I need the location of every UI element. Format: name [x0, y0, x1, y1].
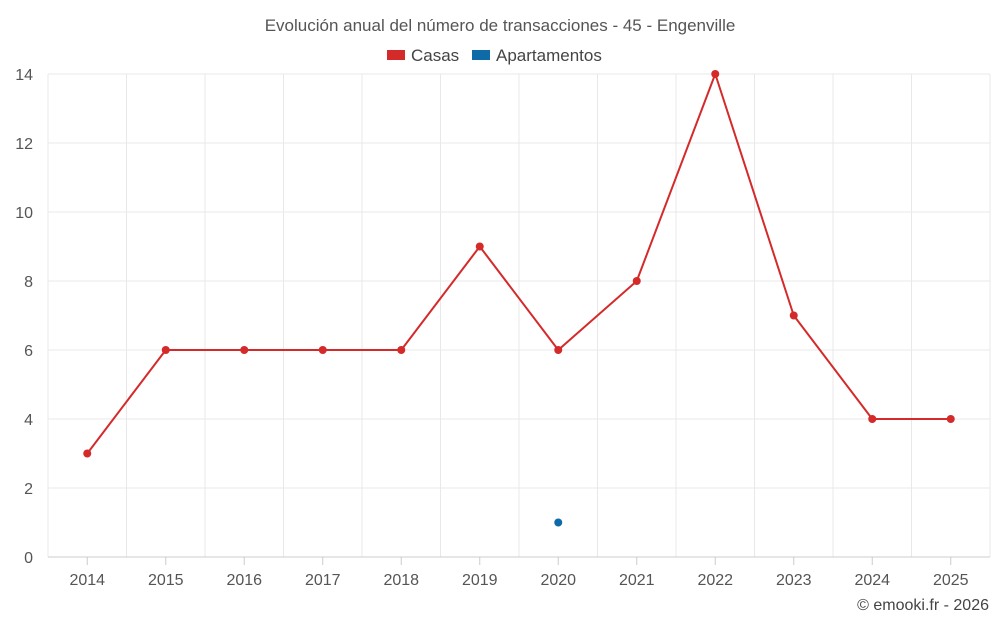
y-tick-label: 4 — [24, 412, 33, 429]
x-tick-label: 2024 — [854, 572, 890, 589]
y-tick-label: 2 — [24, 481, 33, 498]
x-tick-label: 2016 — [226, 572, 262, 589]
data-point-casas-2015[interactable] — [161, 346, 170, 354]
legend-item-apartamentos[interactable]: Apartamentos — [472, 46, 602, 65]
data-point-casas-2021[interactable] — [632, 277, 641, 285]
legend-swatch-apartamentos — [472, 50, 490, 60]
x-tick-label: 2015 — [148, 572, 184, 589]
series-casas — [83, 70, 955, 458]
data-point-casas-2018[interactable] — [397, 346, 406, 354]
data-point-casas-2016[interactable] — [240, 346, 249, 354]
data-point-casas-2020[interactable] — [554, 346, 563, 354]
y-tick-label: 8 — [24, 274, 33, 291]
x-tick-label: 2018 — [383, 572, 419, 589]
series-apartamentos — [554, 518, 563, 527]
x-tick-label: 2023 — [776, 572, 812, 589]
data-point-casas-2014[interactable] — [83, 449, 92, 458]
y-tick-label: 12 — [15, 136, 33, 153]
y-tick-label: 0 — [24, 550, 33, 567]
x-tick-label: 2021 — [619, 572, 655, 589]
y-tick-label: 14 — [15, 67, 33, 84]
x-tick-label: 2022 — [697, 572, 733, 589]
axes: 0 2 4 6 8 10 12 14 2014 2015 2016 2017 2018 2019 2020 2… — [15, 67, 990, 589]
data-point-casas-2017[interactable] — [318, 346, 327, 354]
y-tick-label: 6 — [24, 343, 33, 360]
x-tick-label: 2020 — [540, 572, 576, 589]
series — [83, 70, 955, 527]
data-point-casas-2023[interactable] — [789, 311, 798, 320]
x-tick-label: 2019 — [462, 572, 498, 589]
data-point-casas-2019[interactable] — [475, 242, 484, 251]
data-point-apartamentos-2020[interactable] — [554, 518, 563, 527]
grid — [47, 73, 991, 557]
data-point-casas-2025[interactable] — [946, 415, 955, 423]
chart-title: Evolución anual del número de transaccio… — [265, 16, 736, 35]
credit-text: © emooki.fr - 2026 — [857, 597, 989, 614]
data-point-casas-2024[interactable] — [868, 415, 877, 423]
legend-label-casas: Casas — [411, 46, 459, 65]
x-tick-label: 2017 — [305, 572, 341, 589]
x-tick-label: 2014 — [69, 572, 105, 589]
series-line-casas — [86, 73, 951, 455]
legend: Casas Apartamentos — [387, 46, 602, 65]
data-point-casas-2022[interactable] — [711, 70, 720, 78]
legend-label-apartamentos: Apartamentos — [496, 46, 602, 65]
legend-swatch-casas — [387, 50, 405, 60]
x-tick-label: 2025 — [933, 572, 969, 589]
y-tick-label: 10 — [15, 205, 33, 222]
legend-item-casas[interactable]: Casas — [387, 46, 459, 65]
